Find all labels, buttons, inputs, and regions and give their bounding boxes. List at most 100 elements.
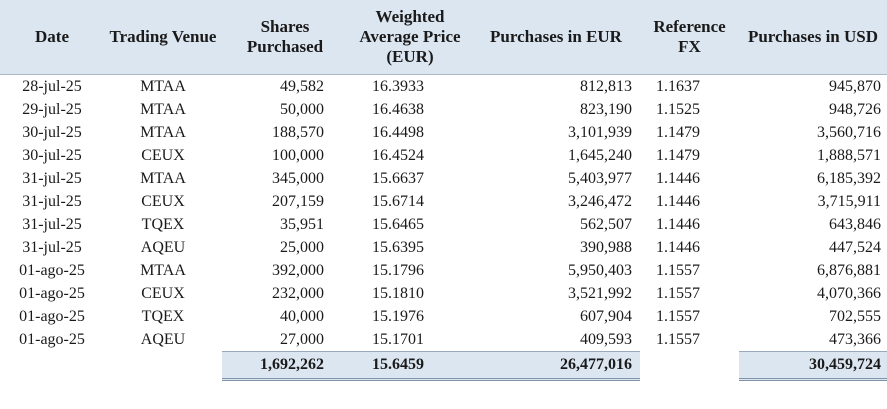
cell-shares-purchased: 27,000 [280,331,324,348]
header-purchases-eur: Purchases in EUR [472,0,640,75]
cell-date: 31-jul-25 [22,216,82,233]
cell-reference-fx: 1.1557 [656,285,700,302]
cell-purchases-eur: 3,101,939 [568,124,632,141]
cell-reference-fx: 1.1525 [656,101,700,118]
cell-reference-fx: 1.1446 [656,170,700,187]
cell-date: 28-jul-25 [22,78,82,95]
cell-purchases-usd: 447,524 [829,239,881,256]
cell-date: 01-ago-25 [19,331,85,349]
table-row: 01-ago-25 MTAA 392,000 15.1796 5,950,403 1.15… [0,259,887,282]
cell-weighted-average-price: 16.4498 [372,124,424,141]
cell-purchases-usd: 6,876,881 [817,262,881,279]
header-date: Date [0,0,104,75]
totals-spacer [640,352,739,380]
header-row: Date Trading Venue Shares Purchased Weig… [0,0,887,75]
cell-purchases-eur: 5,403,977 [568,170,632,187]
cell-trading-venue: MTAA [140,170,186,187]
table-header: Date Trading Venue Shares Purchased Weig… [0,0,887,75]
cell-purchases-usd: 3,560,716 [817,124,881,141]
cell-weighted-average-price: 15.1701 [372,331,424,348]
cell-shares-purchased: 345,000 [272,170,324,187]
cell-shares-purchased: 50,000 [280,101,324,118]
cell-purchases-usd: 4,070,366 [817,285,881,302]
share-purchases-table: Date Trading Venue Shares Purchased Weig… [0,0,887,381]
cell-date: 29-jul-25 [22,101,82,118]
cell-date: 30-jul-25 [22,124,82,141]
cell-purchases-usd: 702,555 [829,308,881,325]
cell-weighted-average-price: 16.4638 [372,101,424,118]
total-shares-purchased: 1,692,262 [222,351,348,381]
header-purchases-usd: Purchases in USD [739,0,887,75]
cell-date: 30-jul-25 [22,147,82,164]
cell-reference-fx: 1.1557 [656,308,700,325]
cell-reference-fx: 1.1637 [656,78,700,95]
total-weighted-average-price: 15.6459 [348,351,472,381]
cell-date: 01-ago-25 [19,262,85,279]
cell-date: 31-jul-25 [22,170,82,187]
table-row: 28-jul-25 MTAA 49,582 16.3933 812,813 1.1637 9… [0,75,887,99]
cell-purchases-eur: 1,645,240 [568,147,632,164]
cell-trading-venue: MTAA [140,101,186,118]
totals-spacer [0,352,104,380]
cell-weighted-average-price: 15.1796 [372,262,424,279]
cell-purchases-usd: 643,846 [829,216,881,233]
table-row: 30-jul-25 CEUX 100,000 16.4524 1,645,240 1.14… [0,144,887,167]
cell-weighted-average-price: 15.1810 [372,285,424,302]
table-body: 28-jul-25 MTAA 49,582 16.3933 812,813 1.1637 9… [0,75,887,381]
cell-purchases-usd: 473,366 [829,331,881,348]
cell-trading-venue: MTAA [140,78,186,95]
header-trading-venue: Trading Venue [104,0,222,75]
cell-shares-purchased: 100,000 [272,147,324,164]
cell-reference-fx: 1.1479 [656,124,700,141]
cell-shares-purchased: 25,000 [280,239,324,256]
cell-date: 31-jul-25 [22,239,82,256]
cell-purchases-usd: 948,726 [829,101,881,118]
cell-shares-purchased: 207,159 [272,193,324,210]
table-row: 01-ago-25 CEUX 232,000 15.1810 3,521,992 1.15… [0,282,887,305]
cell-date: 01-ago-25 [19,285,85,302]
totals-spacer [104,352,222,380]
table-row: 01-ago-25 TQEX 40,000 15.1976 607,904 1.1557 7… [0,305,887,328]
cell-purchases-eur: 562,507 [580,216,632,233]
cell-shares-purchased: 232,000 [272,285,324,302]
cell-shares-purchased: 49,582 [280,78,324,95]
cell-shares-purchased: 188,570 [272,124,324,141]
cell-trading-venue: TQEX [141,216,185,233]
table-row: 01-ago-25 AQEU 27,000 15.1701 409,593 1.1557 4… [0,328,887,352]
table-row: 31-jul-25 MTAA 345,000 15.6637 5,403,977 1.14… [0,167,887,190]
table-row: 31-jul-25 TQEX 35,951 15.6465 562,507 1.1446 6… [0,213,887,236]
cell-purchases-eur: 823,190 [580,101,632,118]
cell-purchases-eur: 409,593 [580,331,632,348]
cell-trading-venue: AQEU [140,331,186,349]
cell-weighted-average-price: 15.6714 [372,193,424,210]
cell-trading-venue: CEUX [141,193,185,210]
cell-weighted-average-price: 15.1976 [372,308,424,325]
total-purchases-usd: 30,459,724 [739,351,887,381]
cell-trading-venue: MTAA [140,262,186,279]
cell-purchases-usd: 6,185,392 [817,170,881,187]
cell-trading-venue: MTAA [140,124,186,141]
cell-purchases-usd: 1,888,571 [817,147,881,164]
cell-trading-venue: AQEU [140,239,186,256]
table-row: 31-jul-25 AQEU 25,000 15.6395 390,988 1.1446 4… [0,236,887,259]
cell-weighted-average-price: 16.4524 [372,147,424,164]
totals-row: 1,692,262 15.6459 26,477,016 30,459,724 [0,351,887,381]
cell-weighted-average-price: 15.6637 [372,170,424,187]
cell-purchases-eur: 5,950,403 [568,262,632,279]
cell-reference-fx: 1.1557 [656,331,700,349]
cell-trading-venue: TQEX [141,308,185,325]
cell-purchases-eur: 3,521,992 [568,285,632,302]
cell-reference-fx: 1.1557 [656,262,700,279]
table-row: 31-jul-25 CEUX 207,159 15.6714 3,246,472 1.14… [0,190,887,213]
cell-weighted-average-price: 16.3933 [372,78,424,95]
cell-weighted-average-price: 15.6465 [372,216,424,233]
header-shares-purchased: Shares Purchased [222,0,348,75]
cell-reference-fx: 1.1446 [656,216,700,233]
cell-shares-purchased: 392,000 [272,262,324,279]
header-weighted-average-price: Weighted Average Price (EUR) [348,0,472,75]
cell-purchases-eur: 812,813 [580,78,632,95]
cell-purchases-usd: 945,870 [829,78,881,95]
cell-reference-fx: 1.1446 [656,239,700,256]
cell-reference-fx: 1.1446 [656,193,700,210]
cell-reference-fx: 1.1479 [656,147,700,164]
